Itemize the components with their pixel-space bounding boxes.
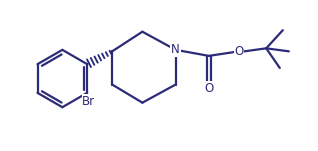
Text: N: N (171, 43, 180, 56)
Text: Br: Br (82, 95, 95, 108)
Text: O: O (234, 45, 244, 58)
Text: O: O (204, 82, 213, 95)
